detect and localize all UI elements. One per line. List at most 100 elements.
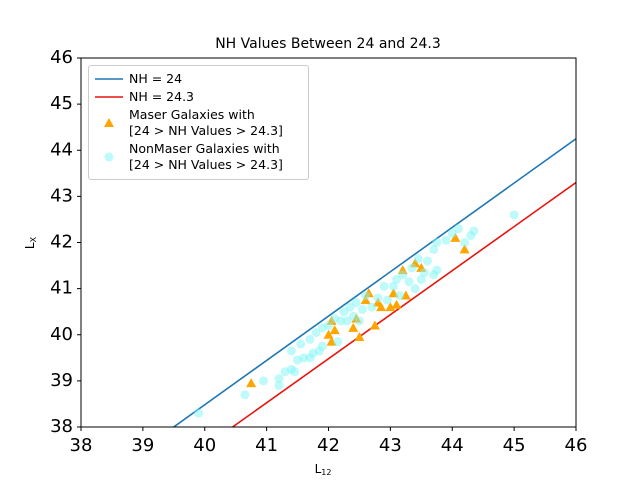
nonmaser-point	[274, 380, 284, 390]
maser-point	[323, 329, 334, 339]
nonmaser-point	[351, 297, 361, 307]
x-axis-label-sub: 12	[321, 468, 331, 477]
x-tick-label: 44	[441, 435, 464, 456]
nonmaser-point	[354, 316, 364, 326]
nonmaser-point	[429, 244, 439, 254]
nonmaser-point	[336, 316, 346, 326]
x-axis-label: L12	[315, 462, 332, 477]
nonmaser-point	[410, 284, 420, 294]
plot-area	[172, 138, 576, 427]
x-tick-label: 46	[565, 435, 588, 456]
nonmaser-point	[305, 334, 315, 344]
nonmaser-point	[432, 265, 442, 275]
nonmaser-point	[395, 291, 405, 301]
nonmaser-point	[286, 346, 296, 356]
nonmaser-point	[358, 304, 368, 314]
y-tick-label: 46	[50, 47, 73, 68]
x-tick-label: 40	[193, 435, 216, 456]
nonmaser-point	[423, 256, 432, 266]
nonmaser-point	[289, 367, 299, 377]
nonmaser-point	[392, 274, 402, 284]
maser-point	[329, 325, 340, 335]
nonmaser-point	[413, 254, 423, 264]
y-tick-label: 40	[50, 324, 73, 345]
legend-swatch	[104, 118, 114, 127]
y-axis-label-sub: X	[29, 236, 38, 242]
nonmaser-point	[379, 281, 389, 291]
y-tick-label: 44	[50, 139, 73, 160]
nonmaser-point	[419, 267, 429, 277]
legend-swatch	[95, 78, 123, 80]
nonmaser-point	[460, 238, 470, 247]
nonmaser-point	[274, 374, 284, 384]
nonmaser-point	[388, 281, 398, 291]
nonmaser-point	[361, 291, 371, 301]
y-tick-label: 38	[50, 416, 73, 437]
nonmaser-point	[373, 293, 383, 303]
legend-item: NonMaser Galaxies with [24 > NH Values >…	[89, 141, 308, 173]
y-axis-label: LX	[23, 236, 38, 249]
y-tick-label: 45	[50, 93, 73, 114]
y-tick-label: 39	[50, 370, 73, 391]
x-axis-label-main: L	[315, 462, 322, 476]
nonmaser-point	[447, 228, 457, 238]
nonmaser-point	[398, 270, 408, 280]
maser-point	[385, 302, 396, 312]
legend-label: NH = 24.3	[129, 89, 195, 104]
nonmaser-point	[339, 307, 349, 317]
nonmaser-point	[299, 353, 309, 363]
maser-point	[391, 299, 402, 309]
nonmaser-point	[367, 302, 377, 312]
legend-swatch	[95, 96, 123, 98]
legend-label: NH = 24	[129, 71, 183, 86]
legend-item: NH = 24.3	[89, 89, 308, 105]
legend-swatch	[104, 152, 114, 162]
nonmaser-point	[509, 210, 519, 220]
nonmaser-point	[333, 337, 343, 347]
nonmaser-point	[348, 311, 358, 321]
nonmaser-point	[194, 408, 204, 418]
legend-item: Maser Galaxies with [24 > NH Values > 24…	[89, 107, 308, 139]
nonmaser-point	[324, 321, 333, 331]
y-tick-label: 41	[50, 278, 73, 299]
line-series	[172, 138, 576, 427]
y-tick-label: 42	[50, 232, 73, 253]
x-tick-label: 38	[70, 435, 93, 456]
nonmaser-point	[345, 302, 355, 312]
maser-point	[459, 244, 470, 254]
nonmaser-point	[441, 235, 451, 245]
nonmaser-point	[416, 274, 426, 284]
maser-point	[354, 332, 365, 342]
nonmaser-point	[296, 339, 306, 349]
legend-item: NH = 24	[89, 71, 308, 87]
legend-label: Maser Galaxies with [24 > NH Values > 24…	[129, 107, 283, 138]
x-tick-label: 39	[131, 435, 154, 456]
line-series	[231, 181, 576, 427]
nonmaser-point	[317, 341, 327, 351]
nonmaser-point	[469, 226, 479, 236]
x-tick-label: 41	[255, 435, 278, 456]
nonmaser-point	[259, 376, 269, 386]
x-tick-label: 43	[379, 435, 402, 456]
nonmaser-point	[432, 238, 442, 247]
nonmaser-point	[404, 277, 414, 287]
nonmaser-point	[240, 390, 250, 400]
maser-point	[369, 320, 380, 330]
nonmaser-point	[311, 327, 321, 337]
y-tick-label: 43	[50, 185, 73, 206]
maser-point	[348, 322, 359, 332]
maser-point	[246, 378, 257, 388]
nonmaser-point	[453, 224, 463, 234]
y-axis-label-main: L	[23, 242, 37, 249]
x-tick-label: 45	[503, 435, 526, 456]
nonmaser-point	[382, 295, 392, 305]
maser-point	[376, 302, 387, 312]
x-tick-label: 42	[317, 435, 340, 456]
nonmaser-point	[342, 316, 352, 326]
legend: NH = 24 NH = 24.3 Maser Galaxies with [24 …	[88, 65, 309, 180]
maser-point	[450, 232, 461, 242]
nonmaser-point	[407, 263, 417, 273]
chart-title: NH Values Between 24 and 24.3	[215, 36, 441, 52]
